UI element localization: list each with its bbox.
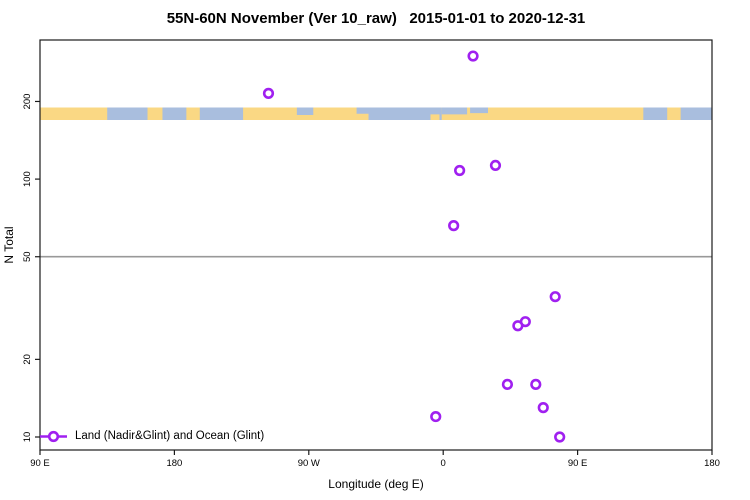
map-band-ocean-segment [680, 107, 712, 120]
data-point [512, 320, 524, 332]
legend-label: Land (Nadir&Glint) and Ocean (Glint) [75, 430, 265, 442]
data-point [501, 378, 514, 390]
x-tick-label: 180 [166, 458, 182, 469]
map-band-ocean-segment [356, 107, 372, 114]
x-tick-label: 90 W [298, 458, 320, 469]
data-point [430, 410, 442, 423]
map-band-ocean-segment [470, 107, 488, 114]
x-tick-label: 180 [704, 458, 720, 469]
data-point [467, 50, 479, 62]
map-band-ocean-segment [441, 107, 468, 115]
chart-title: 55N-60N November (Ver 10_raw) 2015-01-01… [166, 10, 586, 27]
data-point [454, 164, 466, 177]
data-point [554, 431, 566, 443]
x-tick-label: 90 E [568, 458, 588, 469]
data-point [530, 378, 542, 390]
data-point [262, 87, 275, 99]
y-tick-label: 20 [22, 354, 33, 365]
data-point [489, 159, 502, 172]
map-band-ocean-segment [643, 107, 668, 120]
map-band-ocean-segment [368, 107, 442, 120]
x-axis-title: Longitude (deg E) [328, 477, 424, 491]
plot-box [39, 39, 713, 451]
map-band-land-segment [430, 114, 440, 120]
y-axis-title: N Total [2, 226, 16, 264]
map-band-ocean-segment [199, 107, 244, 120]
data-point [448, 220, 460, 232]
y-tick-label: 200 [22, 94, 33, 110]
y-tick-label: 10 [22, 432, 33, 443]
x-tick-label: 0 [441, 458, 446, 469]
map-band-ocean-segment [107, 107, 148, 120]
data-point [537, 402, 549, 414]
map-band-ocean-segment [296, 107, 314, 115]
data-point [549, 291, 561, 303]
legend-marker-circle [47, 430, 60, 443]
map-band-ocean-segment [162, 107, 187, 120]
y-tick-label: 100 [22, 171, 33, 187]
y-tick-label: 50 [22, 251, 33, 262]
x-tick-label: 90 E [30, 458, 50, 469]
